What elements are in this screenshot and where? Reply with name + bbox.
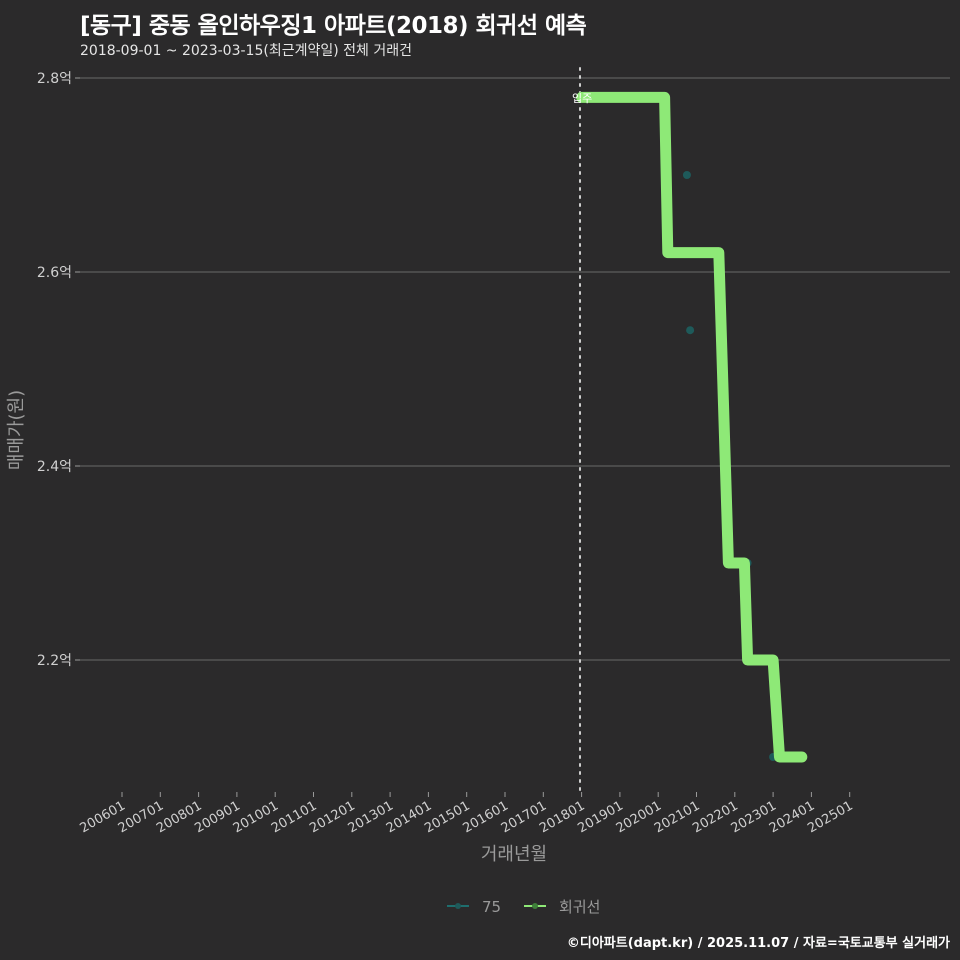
svg-text:75: 75 [482, 898, 501, 916]
data-point [682, 171, 691, 179]
y-axis-title: 매매가(원) [6, 390, 27, 470]
chart-title: [동구] 중동 올인하우징1 아파트(2018) 회귀선 예측 [80, 13, 587, 39]
legend: 75 회귀선 [447, 898, 600, 916]
legend-item-1: 회귀선 [524, 898, 600, 916]
chart-subtitle: 2018-09-01 ~ 2023-03-15(최근계약일) 전체 거래건 [80, 43, 412, 59]
y-tick-label: 2.2억 [37, 653, 72, 669]
y-axis-ticks: 2.2억 2.4억 2.6억 2.8억 [37, 71, 80, 669]
data-point [686, 326, 695, 335]
footer-credit: ©디아파트(dapt.kr) / 2025.11.07 / 자료=국토교통부 실… [566, 936, 950, 951]
y-tick-label: 2.6억 [37, 265, 72, 281]
svg-text:회귀선: 회귀선 [559, 898, 600, 916]
x-axis-title: 거래년월 [481, 844, 547, 865]
y-gridlines [80, 77, 950, 661]
y-tick-label: 2.4억 [37, 459, 72, 475]
regression-line [576, 91, 808, 763]
y-tick-label: 2.8억 [37, 71, 72, 87]
move-in-label: 입주 [572, 92, 592, 105]
legend-item-0: 75 [447, 898, 501, 916]
x-axis-ticks: 2006012007012008012009012010012011012012… [78, 792, 856, 836]
